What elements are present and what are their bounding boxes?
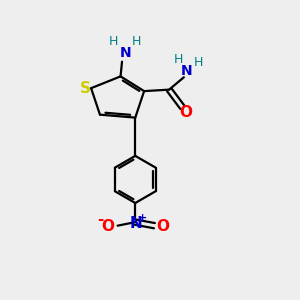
Text: O: O: [179, 105, 192, 120]
Text: N: N: [181, 64, 193, 78]
Text: H: H: [194, 56, 203, 69]
Text: H: H: [109, 35, 119, 48]
Text: N: N: [130, 216, 142, 231]
Text: O: O: [102, 219, 115, 234]
Text: H: H: [173, 52, 183, 65]
Text: -: -: [97, 212, 104, 227]
Text: O: O: [156, 219, 169, 234]
Text: N: N: [120, 46, 131, 60]
Text: S: S: [80, 81, 91, 96]
Text: H: H: [132, 35, 141, 48]
Text: +: +: [138, 213, 147, 223]
